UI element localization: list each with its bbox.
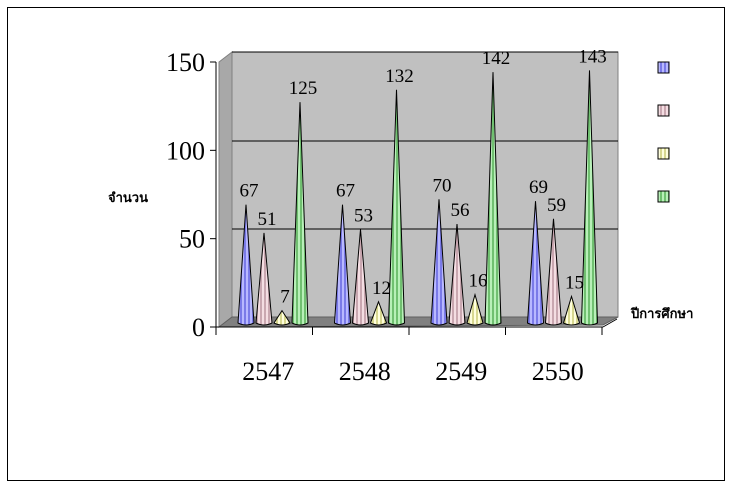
cone-bar xyxy=(430,199,448,326)
data-label: 15 xyxy=(565,273,584,294)
cone-shape xyxy=(369,300,388,326)
data-label: 70 xyxy=(433,175,452,196)
side-wall xyxy=(218,50,233,329)
cone-bar xyxy=(291,102,309,326)
cone-bar xyxy=(273,309,291,326)
cone-shape xyxy=(273,309,291,326)
cone-bar xyxy=(562,294,581,326)
data-label: 56 xyxy=(451,200,470,221)
legend-swatch xyxy=(657,61,670,74)
data-label: 132 xyxy=(385,66,414,87)
cone-bar xyxy=(255,232,273,326)
legend-swatch xyxy=(657,104,670,117)
cone-shape xyxy=(466,292,484,326)
data-label: 12 xyxy=(372,278,391,299)
cone-shape xyxy=(562,294,581,326)
cone-shape xyxy=(333,204,352,326)
cone-bar xyxy=(333,204,352,326)
x-axis-depth-line xyxy=(602,318,618,328)
y-tick-label: 50 xyxy=(179,225,205,254)
cone-bar xyxy=(448,224,466,326)
cone-shape xyxy=(484,72,502,326)
cone-shape xyxy=(291,102,309,326)
data-label: 125 xyxy=(289,78,318,99)
data-label: 16 xyxy=(469,271,488,292)
y-tick-label: 0 xyxy=(192,313,205,342)
data-label: 67 xyxy=(336,181,355,202)
data-label: 51 xyxy=(258,209,277,230)
legend-swatch xyxy=(657,190,670,203)
cone-bar xyxy=(351,229,370,326)
data-label: 142 xyxy=(482,48,511,69)
cone-bar xyxy=(484,72,502,326)
cone-shape xyxy=(387,89,406,326)
cone-shape xyxy=(430,199,448,326)
cone-shape xyxy=(580,70,599,326)
cone-bar xyxy=(466,292,484,326)
data-label: 69 xyxy=(529,177,548,198)
cone-shape xyxy=(255,232,273,326)
x-axis-title: ปีการศึกษา xyxy=(630,306,693,322)
category-label: 2550 xyxy=(532,357,584,386)
y-tick-label: 100 xyxy=(166,136,205,165)
cone-shape xyxy=(237,204,255,326)
category-label: 2549 xyxy=(435,357,487,386)
cone-bar xyxy=(369,300,388,326)
cone-bar xyxy=(237,204,255,326)
cone-bar xyxy=(387,89,406,326)
category-label: 2548 xyxy=(339,357,391,386)
y-tick-label: 150 xyxy=(166,48,205,77)
cone-bar xyxy=(526,201,545,326)
data-label: 143 xyxy=(578,46,607,67)
cone-shape xyxy=(448,224,466,326)
cone-bar xyxy=(580,70,599,326)
data-label: 67 xyxy=(240,181,259,202)
category-label: 2547 xyxy=(242,357,294,386)
data-label: 53 xyxy=(354,205,373,226)
data-label: 7 xyxy=(280,287,290,308)
cone-shape xyxy=(526,201,545,326)
data-label: 59 xyxy=(547,195,566,216)
floor xyxy=(217,316,619,328)
cone-shape xyxy=(544,218,563,326)
legend-swatch xyxy=(657,147,670,160)
cone-bar xyxy=(544,218,563,326)
legend xyxy=(657,61,670,203)
cone-shape xyxy=(351,229,370,326)
y-axis-title: จำนวน xyxy=(108,190,148,206)
